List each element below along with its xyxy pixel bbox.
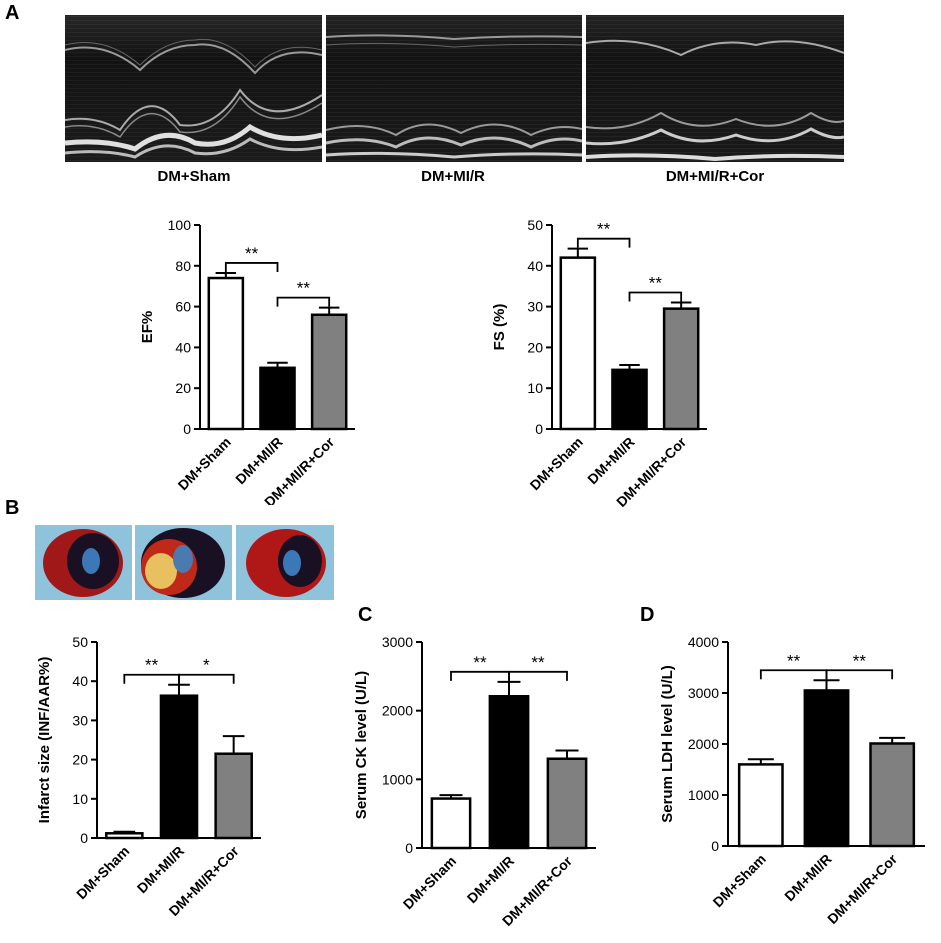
chart-ef-bar-0 <box>207 276 245 431</box>
chart-ldh-ytick-label-1: 1000 <box>688 787 719 803</box>
chart-infarct-sig-bracket-0 <box>123 673 180 684</box>
chart-fs-ylabel: FS (%) <box>492 304 508 351</box>
chart-ck-category-label-1: DM+MI/R <box>464 853 517 906</box>
chart-ck-sig-label-1: ** <box>531 653 545 672</box>
chart-ef-bar-2 <box>310 313 348 431</box>
chart-fs-ytick-label-4: 40 <box>527 258 543 274</box>
chart-ck-ytick-label-1: 1000 <box>382 771 413 787</box>
chart-fs-sig-label-1: ** <box>649 274 663 293</box>
chart-ck-sig-bracket-0 <box>450 670 510 681</box>
chart-ldh-ytick-label-0: 0 <box>711 838 719 854</box>
chart-infarct-ytick-label-1: 10 <box>72 791 88 807</box>
chart-ldh-bar-1 <box>803 689 850 848</box>
chart-ldh-sig-label-0: ** <box>787 651 801 670</box>
chart-ck-bar-1 <box>488 694 530 850</box>
chart-ef-ytick-label-3: 60 <box>175 299 191 315</box>
chart-fs-bar-2 <box>662 307 700 431</box>
chart-ef-ytick-label-5: 100 <box>168 217 192 233</box>
chart-infarct-sig-bracket-1 <box>178 673 235 684</box>
chart-infarct-bar-2 <box>214 752 253 840</box>
ttc-image-cor <box>236 525 334 600</box>
chart-ef-sig-label-1: ** <box>297 279 311 298</box>
fs-chart: 0 10 20 30 40 50 FS (%) DM+Sham DM+MI/R DM+MI/R+C… <box>491 205 742 525</box>
chart-fs-sig-label-0: ** <box>597 220 611 239</box>
chart-ldh-sig-bracket-0 <box>759 669 828 680</box>
chart-ldh-ylabel: Serum LDH level (U/L) <box>659 665 676 823</box>
chart-infarct-ytick-label-0: 0 <box>80 830 88 846</box>
chart-ldh-ytick-label-4: 4000 <box>688 634 719 650</box>
panel-label-c: C <box>358 604 373 626</box>
chart-ef-ytick-label-4: 80 <box>175 258 191 274</box>
chart-ef-sig-label-0: ** <box>245 244 259 263</box>
panel-label-d: D <box>640 604 655 626</box>
chart-fs-ytick-label-5: 50 <box>527 217 543 233</box>
chart-ldh-category-label-2: DM+MI/R+Cor <box>824 850 901 927</box>
chart-infarct-ytick-label-4: 40 <box>72 673 88 689</box>
chart-infarct-category-label-0: DM+Sham <box>73 843 132 902</box>
chart-ef-sig-bracket-1 <box>276 296 331 307</box>
chart-fs-sig-bracket-0 <box>576 237 631 248</box>
chart-ef-category-label-1: DM+MI/R <box>232 434 285 487</box>
chart-ef-sig-bracket-0 <box>224 262 279 272</box>
echo-image-sham <box>65 15 322 162</box>
chart-ef-bar-1 <box>259 366 296 431</box>
chart-ck-ytick-label-0: 0 <box>405 840 413 856</box>
chart-ef-ytick-label-1: 20 <box>175 380 191 396</box>
chart-ef-ylabel: EF% <box>139 311 156 344</box>
chart-ldh-ytick-label-3: 3000 <box>688 685 719 701</box>
chart-fs-sig-bracket-1 <box>628 291 683 302</box>
echo-image-cor <box>586 15 844 162</box>
ldh-chart: 0 1000 2000 3000 4000 Serum LDH level (U/L) DM… <box>655 628 940 938</box>
chart-infarct-ylabel: Infarct size (INF/AAR%) <box>36 657 53 824</box>
echo-image-mir <box>326 15 582 162</box>
ck-chart: 0 1000 2000 3000 Serum CK level (U/L) DM+Sham… <box>350 628 635 938</box>
chart-ef-ytick-label-0: 0 <box>183 421 191 437</box>
chart-ck-ylabel: Serum CK level (U/L) <box>353 671 370 819</box>
echo-label-mir: DM+MI/R <box>421 168 485 185</box>
chart-infarct-sig-label-0: ** <box>145 656 159 675</box>
chart-ck-sig-label-0: ** <box>473 653 487 672</box>
chart-ldh-category-label-0: DM+Sham <box>710 851 769 910</box>
echo-label-cor: DM+MI/R+Cor <box>665 168 765 185</box>
chart-ldh-category-label-1: DM+MI/R <box>781 851 834 904</box>
chart-infarct-bar-0 <box>105 832 144 840</box>
chart-fs-ytick-label-1: 10 <box>527 380 543 396</box>
chart-infarct-ytick-label-5: 50 <box>72 634 88 650</box>
chart-ck-bar-2 <box>546 757 588 850</box>
chart-ck-sig-bracket-1 <box>508 670 568 681</box>
chart-ck-ytick-label-2: 2000 <box>382 703 413 719</box>
chart-fs-category-label-1: DM+MI/R <box>584 434 637 487</box>
chart-ldh-ytick-label-2: 2000 <box>688 736 719 752</box>
chart-ck-category-label-0: DM+Sham <box>400 853 459 912</box>
chart-ef-category-label-0: DM+Sham <box>175 434 234 493</box>
panel-label-a: A <box>5 2 20 24</box>
chart-ldh-bar-2 <box>869 742 916 848</box>
ef-chart: 0 20 40 60 80 100 EF% DM+Sham DM+MI/R DM+MI/R+Cor… <box>130 205 380 510</box>
panel-label-b: B <box>5 497 20 519</box>
chart-infarct-ytick-label-3: 30 <box>72 712 88 728</box>
ttc-image-mir <box>135 525 232 600</box>
chart-ck-ytick-label-3: 3000 <box>382 634 413 650</box>
chart-ck-bar-0 <box>430 797 472 850</box>
chart-infarct-ytick-label-2: 20 <box>72 752 88 768</box>
chart-infarct-sig-label-1: * <box>203 656 210 675</box>
infarct-chart: 0 10 20 30 40 50 Infarct size (INF/AAR%) DM+Sha… <box>25 628 305 928</box>
chart-ef-ytick-label-2: 40 <box>175 339 191 355</box>
chart-fs-ytick-label-3: 30 <box>527 299 543 315</box>
chart-fs-ytick-label-2: 20 <box>527 339 543 355</box>
chart-fs-category-label-0: DM+Sham <box>527 434 586 493</box>
echo-label-sham: DM+Sham <box>157 168 231 185</box>
chart-ldh-bar-0 <box>737 763 784 848</box>
ttc-image-sham <box>35 525 132 600</box>
chart-infarct-bar-1 <box>159 694 199 840</box>
chart-fs-bar-0 <box>559 256 597 431</box>
chart-fs-ytick-label-0: 0 <box>535 421 543 437</box>
chart-fs-bar-1 <box>611 368 648 431</box>
chart-ldh-sig-bracket-1 <box>825 669 894 680</box>
chart-ldh-sig-label-1: ** <box>853 651 867 670</box>
chart-infarct-category-label-1: DM+MI/R <box>134 843 187 896</box>
